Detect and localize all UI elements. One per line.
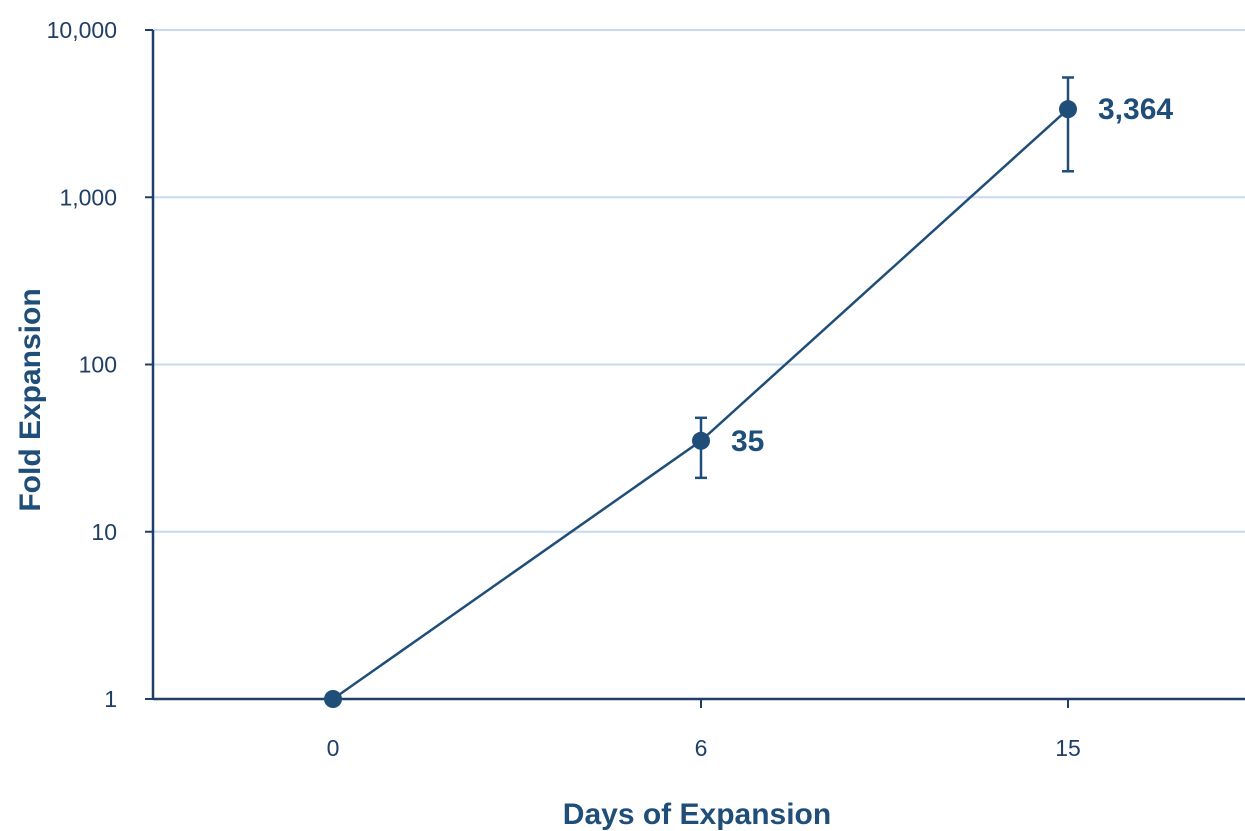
y-axis-title: Fold Expansion: [14, 288, 47, 511]
y-tick-label: 100: [79, 352, 117, 378]
data-label: 3,364: [1098, 93, 1173, 126]
y-tick-label: 1: [104, 686, 117, 712]
x-tick-label: 6: [695, 735, 708, 761]
data-label: 35: [731, 425, 764, 458]
y-tick-label: 1,000: [59, 184, 117, 210]
y-tick-label: 10: [91, 519, 117, 545]
x-tick-label: 15: [1055, 735, 1081, 761]
data-point: [692, 431, 710, 450]
grid-layer: [153, 29, 1245, 533]
x-axis-title: Days of Expansion: [563, 798, 831, 831]
data-point: [324, 690, 342, 708]
x-tick-label: 0: [327, 735, 340, 761]
data-point: [1059, 100, 1077, 119]
axis-layer: 1 10 100 1,000 10,000 0 6 15: [47, 17, 1245, 761]
y-tick-label: 10,000: [47, 17, 117, 43]
series-layer: 35 3,364: [324, 76, 1173, 708]
